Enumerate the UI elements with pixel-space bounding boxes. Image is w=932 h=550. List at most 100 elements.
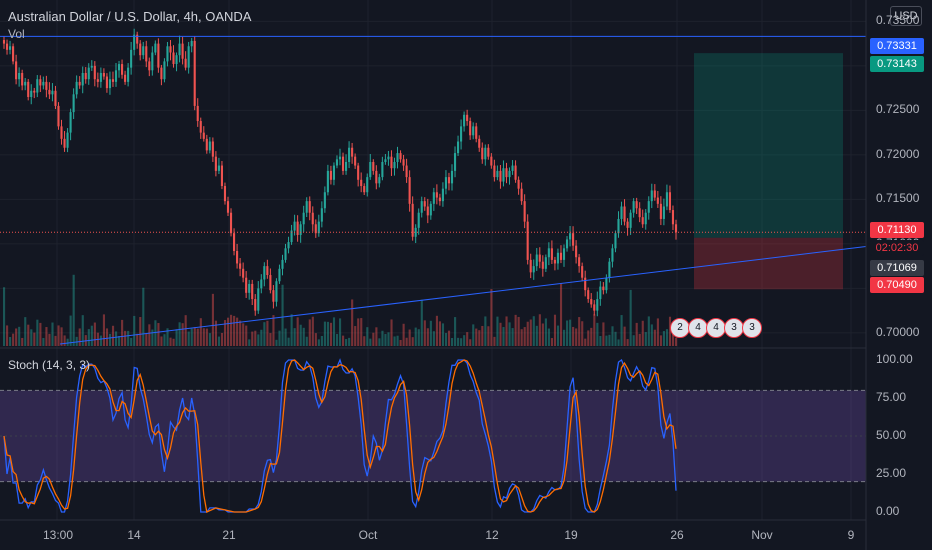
candle-body: [84, 72, 87, 80]
candle-body: [127, 67, 130, 82]
volume-bar: [363, 336, 366, 346]
candle-body: [329, 170, 332, 180]
candle-body: [54, 90, 57, 106]
event-flag[interactable]: 4: [706, 318, 726, 338]
candle-body: [21, 72, 24, 86]
event-flag[interactable]: 3: [742, 318, 762, 338]
volume-bar: [205, 328, 208, 346]
time-axis-label: 14: [127, 528, 141, 542]
currency-button[interactable]: USD: [890, 6, 922, 26]
candle-body: [508, 170, 511, 178]
volume-bar: [275, 339, 278, 346]
volume-bar: [587, 330, 590, 346]
volume-bar: [481, 325, 484, 346]
candle-body: [526, 221, 529, 260]
candle-body: [351, 147, 354, 157]
candle-body: [338, 156, 342, 160]
volume-bar: [127, 330, 130, 346]
event-flag[interactable]: 2: [670, 318, 690, 338]
candle-body: [257, 288, 260, 311]
candle-body: [187, 46, 190, 68]
position-zones: [694, 53, 843, 290]
volume-bar: [30, 329, 33, 346]
time-axis-label: 13:00: [43, 528, 74, 542]
volume-bar: [115, 331, 118, 346]
volume-bar: [408, 329, 411, 346]
candle-body: [363, 186, 366, 193]
volume-bar: [457, 337, 460, 346]
candle-body: [348, 147, 351, 162]
volume-bar: [375, 327, 378, 346]
volume-bar: [269, 333, 272, 346]
candle-body: [302, 212, 305, 225]
candle-body: [166, 46, 169, 62]
volume-bar: [290, 314, 293, 346]
candle-body: [226, 201, 230, 213]
stoch-k-line: [3, 358, 677, 513]
candle-body: [139, 43, 142, 56]
time-axis-label: 12: [485, 528, 499, 542]
volume-bar: [187, 331, 190, 346]
volume-bar: [638, 333, 641, 346]
volume-bar: [569, 319, 572, 346]
candle-body: [169, 46, 172, 53]
volume-bar: [335, 334, 339, 346]
candle-body: [160, 67, 163, 80]
candle-body: [529, 259, 532, 273]
event-flag[interactable]: 4: [688, 318, 708, 338]
stop-price-tag: 0.70490: [870, 277, 924, 293]
candle-body: [584, 277, 587, 291]
volume-bar: [348, 337, 351, 346]
candle-body: [105, 76, 108, 89]
volume-bar: [402, 323, 405, 346]
volume-bar: [423, 320, 426, 346]
candle-body: [514, 165, 517, 180]
candle-body: [617, 218, 620, 234]
volume-bar: [665, 329, 669, 346]
candle-body: [178, 43, 181, 56]
profit-zone: [694, 53, 843, 238]
volume-bar: [602, 322, 605, 346]
candle-body: [90, 65, 93, 68]
candle-body: [602, 286, 605, 291]
candle-body: [320, 208, 323, 222]
candle-body: [75, 81, 78, 95]
candle-body: [453, 153, 457, 171]
candle-body: [456, 141, 460, 154]
candle-body: [372, 161, 375, 171]
volume-bar: [136, 333, 139, 346]
candle-body: [523, 201, 526, 222]
candle-body: [151, 52, 154, 71]
volume-bar: [166, 328, 169, 346]
candle-body: [341, 156, 345, 171]
candle-body: [42, 81, 45, 86]
stoch-axis-label: 100.00: [876, 352, 913, 366]
volume-bar: [405, 337, 408, 346]
volume-bar: [478, 330, 481, 346]
candle-body: [435, 192, 438, 198]
candle-body: [239, 263, 242, 269]
volume-bar: [217, 336, 221, 346]
volume-bar: [272, 315, 275, 346]
candle-body: [390, 156, 393, 169]
volume-bar: [399, 339, 402, 346]
candle-body: [114, 70, 118, 82]
volume-bar: [463, 335, 466, 346]
volume-bar: [575, 328, 578, 346]
candle-body: [251, 283, 254, 300]
candle-body: [475, 126, 478, 139]
volume-bar: [72, 274, 75, 346]
candle-body: [145, 46, 148, 62]
candle-body: [323, 192, 326, 209]
candle-body: [605, 277, 608, 291]
candle-body: [490, 156, 493, 166]
candle-body: [214, 156, 217, 171]
candle-body: [2, 40, 6, 44]
last-price-tag: 0.71130: [870, 222, 924, 238]
event-flag[interactable]: 3: [724, 318, 744, 338]
candle-body: [117, 64, 121, 71]
volume-bar: [490, 289, 493, 346]
volume-bar: [378, 338, 381, 346]
candle-body: [102, 72, 105, 77]
